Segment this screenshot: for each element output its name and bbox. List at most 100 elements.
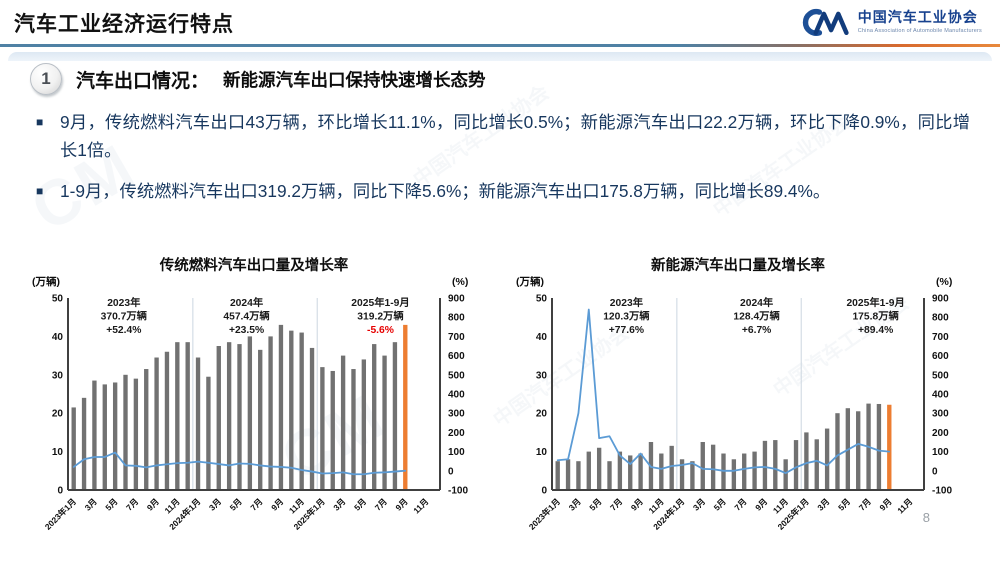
bullet-item: ■ 1-9月，传统燃料汽车出口319.2万辆，同比下降5.6%；新能源汽车出口1…	[36, 177, 970, 205]
svg-text:175.8万辆: 175.8万辆	[852, 310, 898, 323]
svg-text:-5.6%: -5.6%	[367, 325, 394, 336]
bullet-item: ■ 9月，传统燃料汽车出口43万辆，环比增长11.1%，同比增长0.5%；新能源…	[36, 108, 970, 164]
svg-text:+89.4%: +89.4%	[858, 325, 893, 336]
svg-text:400: 400	[932, 390, 949, 401]
svg-text:5月: 5月	[712, 496, 728, 512]
svg-text:800: 800	[932, 313, 949, 324]
svg-text:7月: 7月	[857, 496, 873, 512]
svg-text:11月: 11月	[411, 496, 430, 515]
svg-text:200: 200	[932, 428, 949, 439]
header-divider	[0, 44, 1000, 47]
svg-text:0: 0	[448, 466, 454, 477]
svg-text:7月: 7月	[732, 496, 748, 512]
svg-text:300: 300	[932, 409, 949, 420]
svg-text:3月: 3月	[567, 496, 583, 512]
svg-text:900: 900	[448, 294, 465, 305]
svg-text:5月: 5月	[587, 496, 603, 512]
svg-text:3月: 3月	[331, 496, 347, 512]
svg-text:2023年: 2023年	[107, 296, 141, 309]
svg-text:0: 0	[57, 486, 63, 497]
svg-text:40: 40	[536, 332, 548, 343]
svg-text:+23.5%: +23.5%	[229, 325, 264, 336]
svg-text:11月: 11月	[895, 496, 914, 515]
svg-text:(%): (%)	[452, 276, 468, 288]
svg-text:(%): (%)	[936, 276, 952, 288]
section-number-badge: 1	[30, 63, 62, 95]
svg-text:700: 700	[932, 332, 949, 343]
svg-text:+52.4%: +52.4%	[106, 325, 141, 336]
svg-text:20: 20	[536, 409, 548, 420]
svg-text:5月: 5月	[836, 496, 852, 512]
charts-row: 传统燃料汽车出口量及增长率 (万辆) (%) 50 40 30 20 10 0 900 800 700…	[0, 252, 1000, 554]
caam-logo: 中国汽车工业协会 China Association of Automobile…	[796, 6, 982, 38]
bullet-text: 1-9月，传统燃料汽车出口319.2万辆，同比下降5.6%；新能源汽车出口175…	[60, 181, 831, 202]
svg-text:500: 500	[932, 370, 949, 381]
svg-text:500: 500	[448, 370, 465, 381]
svg-text:7月: 7月	[373, 496, 389, 512]
section-header: 1 汽车出口情况： 新能源汽车出口保持快速增长态势	[30, 63, 486, 95]
svg-text:+77.6%: +77.6%	[609, 325, 644, 336]
svg-text:9月: 9月	[629, 496, 645, 512]
svg-text:50: 50	[52, 294, 64, 305]
svg-text:9月: 9月	[753, 496, 769, 512]
svg-text:319.2万辆: 319.2万辆	[357, 310, 403, 323]
svg-text:2023年1月: 2023年1月	[43, 496, 78, 531]
svg-text:7月: 7月	[124, 496, 140, 512]
svg-text:7月: 7月	[248, 496, 264, 512]
svg-text:2024年: 2024年	[230, 296, 264, 309]
bullet-text: 9月，传统燃料汽车出口43万辆，环比增长11.1%，同比增长0.5%；新能源汽车…	[60, 112, 970, 161]
content-panel-top-edge	[8, 52, 992, 61]
svg-text:2025年1-9月: 2025年1-9月	[351, 296, 409, 309]
svg-text:300: 300	[448, 409, 465, 420]
svg-text:0: 0	[541, 486, 547, 497]
svg-text:30: 30	[536, 370, 548, 381]
svg-text:100: 100	[448, 447, 465, 458]
section-subtitle: 新能源汽车出口保持快速增长态势	[223, 69, 486, 90]
page-title: 汽车工业经济运行特点	[14, 13, 234, 36]
svg-text:2025年1-9月: 2025年1-9月	[846, 296, 904, 309]
bullet-marker: ■	[36, 184, 44, 199]
svg-text:0: 0	[932, 466, 938, 477]
svg-text:128.4万辆: 128.4万辆	[733, 310, 779, 323]
svg-text:2023年: 2023年	[610, 296, 644, 309]
svg-text:3月: 3月	[691, 496, 707, 512]
svg-text:40: 40	[52, 332, 64, 343]
svg-text:100: 100	[932, 447, 949, 458]
svg-text:5月: 5月	[352, 496, 368, 512]
svg-text:370.7万辆: 370.7万辆	[101, 310, 147, 323]
svg-text:50: 50	[536, 294, 548, 305]
caam-logo-mark-icon	[802, 8, 849, 36]
svg-text:5月: 5月	[228, 496, 244, 512]
section-title: 汽车出口情况：	[76, 70, 210, 92]
svg-text:传统燃料汽车出口量及增长率: 传统燃料汽车出口量及增长率	[159, 256, 349, 274]
svg-text:-100: -100	[932, 486, 952, 497]
chart-nev-svg: 新能源汽车出口量及增长率(万辆) (%)504030201009008007006…	[516, 256, 952, 532]
svg-text:30: 30	[52, 370, 64, 381]
svg-text:9月: 9月	[877, 496, 893, 512]
svg-text:800: 800	[448, 313, 465, 324]
svg-text:457.4万辆: 457.4万辆	[223, 310, 269, 323]
svg-text:5月: 5月	[103, 496, 119, 512]
logo-subtitle: China Association of Automobile Manufact…	[857, 27, 982, 34]
svg-text:-100: -100	[448, 486, 468, 497]
svg-text:120.3万辆: 120.3万辆	[603, 310, 649, 323]
svg-text:900: 900	[932, 294, 949, 305]
svg-text:600: 600	[932, 351, 949, 362]
svg-text:20: 20	[52, 409, 64, 420]
svg-text:(万辆): (万辆)	[32, 275, 60, 288]
svg-text:3月: 3月	[207, 496, 223, 512]
bullet-list: ■ 9月，传统燃料汽车出口43万辆，环比增长11.1%，同比增长0.5%；新能源…	[36, 108, 970, 218]
svg-text:9月: 9月	[269, 496, 285, 512]
header: 汽车工业经济运行特点 中国汽车工业协会 China Association of…	[0, 0, 1000, 44]
page-number: 8	[922, 510, 930, 525]
svg-text:2024年: 2024年	[740, 296, 774, 309]
svg-text:700: 700	[448, 332, 465, 343]
svg-text:9月: 9月	[393, 496, 409, 512]
svg-text:9月: 9月	[145, 496, 161, 512]
svg-text:(万辆): (万辆)	[516, 275, 544, 288]
svg-text:+6.7%: +6.7%	[742, 325, 771, 336]
svg-text:3月: 3月	[83, 496, 99, 512]
chart-traditional-fuel-svg: 传统燃料汽车出口量及增长率 (万辆) (%) 50 40 30 20 100 900 800 700…	[32, 256, 468, 532]
chart-nev-exports: 新能源汽车出口量及增长率 (万辆) (%) 50 40 30 20 10 0 900 800 700 6…	[512, 252, 982, 552]
